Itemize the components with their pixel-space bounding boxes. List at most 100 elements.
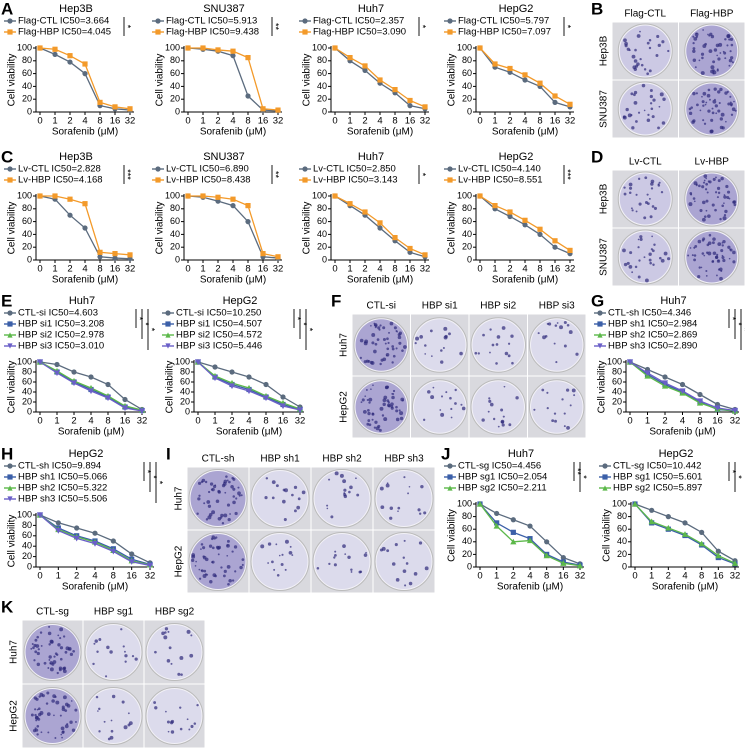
colony — [648, 46, 652, 50]
y-tick-label: 0 — [175, 254, 180, 264]
legend-symbol — [602, 485, 608, 491]
data-point — [537, 80, 543, 86]
legend-label: HBP sh3 IC50=2.890 — [608, 341, 697, 352]
colony — [212, 573, 217, 577]
colony — [223, 569, 227, 574]
y-tick-label: 60 — [22, 216, 32, 226]
colony — [699, 208, 703, 213]
data-point — [55, 520, 61, 526]
colony — [215, 499, 220, 504]
well — [145, 687, 204, 745]
x-tick-label: 32 — [145, 571, 156, 582]
colony — [630, 207, 633, 210]
legend-label: CTL-sh IC50=4.346 — [608, 308, 691, 319]
colony — [563, 425, 566, 428]
colony — [636, 62, 640, 66]
y-tick-label: 20 — [612, 396, 622, 406]
colony — [394, 543, 398, 547]
legend-symbol — [447, 166, 453, 172]
colony — [47, 667, 50, 669]
colony — [71, 728, 76, 732]
legend-label: Lv-HBP IC50=3.143 — [313, 175, 398, 186]
y-tick-label: 40 — [317, 229, 327, 239]
colony — [653, 243, 656, 246]
colony — [189, 653, 194, 658]
colony — [381, 414, 385, 417]
colony — [710, 34, 715, 39]
colony — [637, 246, 640, 249]
y-tick-label: 100 — [17, 356, 32, 366]
x-axis-label: Sorafenib (μM) — [52, 275, 118, 286]
colony — [234, 511, 238, 516]
colony — [382, 398, 387, 403]
legend-label: HBP sh2 IC50=5.322 — [18, 483, 107, 494]
colony — [726, 196, 730, 199]
colony — [179, 727, 183, 731]
colony — [719, 87, 723, 92]
colony — [694, 32, 699, 37]
legend-label: HBP si2 IC50=4.572 — [176, 330, 262, 341]
colony — [711, 111, 715, 115]
legend-label: Flag-HBP IC50=7.097 — [458, 27, 551, 38]
colony — [154, 706, 158, 710]
data-point — [631, 500, 639, 507]
colony — [367, 360, 371, 363]
colony — [68, 647, 71, 651]
data-point — [507, 65, 513, 72]
y-tick-label: 60 — [317, 216, 327, 226]
x-tick-label: 0 — [632, 571, 637, 582]
colony — [386, 549, 390, 553]
colony — [57, 643, 61, 647]
well — [353, 317, 409, 373]
data-point — [97, 249, 103, 255]
legend-label: Lv-HBP IC50=8.438 — [166, 175, 251, 186]
y-tick-label: 60 — [317, 68, 327, 78]
data-point — [362, 63, 368, 69]
colony — [202, 574, 207, 578]
colony — [35, 719, 38, 722]
y-tick-label: 100 — [165, 190, 180, 200]
legend-label: Lv-CTL IC50=2.828 — [18, 164, 101, 175]
colony — [359, 338, 364, 343]
data-point — [112, 104, 118, 110]
colony — [454, 402, 457, 405]
colony — [231, 550, 234, 553]
colony — [414, 342, 417, 345]
colony — [403, 345, 407, 349]
well-stain — [414, 319, 466, 371]
colony — [725, 184, 729, 189]
data-point — [129, 551, 135, 557]
colony — [46, 691, 50, 695]
well — [374, 469, 434, 528]
colony — [380, 505, 385, 510]
colony — [641, 83, 646, 88]
x-tick-label: 32 — [730, 416, 741, 427]
column-label: Flag-CTL — [624, 9, 666, 20]
x-tick-label: 2 — [229, 416, 234, 427]
colony — [230, 484, 234, 489]
data-point — [407, 245, 413, 252]
colony — [288, 550, 293, 555]
x-tick-label: 32 — [273, 264, 284, 275]
colony — [291, 554, 294, 556]
data-point — [681, 531, 689, 537]
colony — [223, 479, 228, 484]
x-tick-label: 4 — [88, 416, 93, 427]
colony — [33, 659, 36, 662]
colony — [639, 30, 641, 33]
colony — [267, 562, 270, 564]
colony — [628, 186, 633, 190]
colony — [702, 29, 704, 31]
colony — [30, 713, 34, 717]
colony — [705, 199, 709, 203]
colony — [561, 398, 564, 401]
data-point — [245, 55, 251, 61]
colony — [170, 730, 175, 734]
legend-label: Lv-CTL IC50=2.850 — [313, 164, 396, 175]
data-point — [112, 251, 118, 257]
colony — [637, 177, 641, 180]
x-tick-label: 16 — [258, 264, 269, 275]
colony — [727, 245, 731, 249]
data-point — [507, 213, 513, 220]
colony — [650, 187, 654, 190]
